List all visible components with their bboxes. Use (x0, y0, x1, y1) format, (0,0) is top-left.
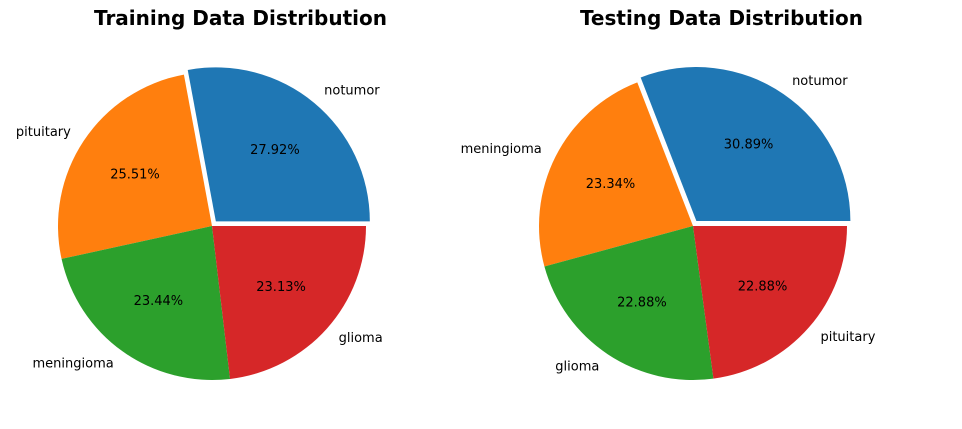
testing-category-label-glioma: glioma (555, 360, 599, 375)
training-category-label-glioma: glioma (339, 331, 383, 346)
training-pct-label-pituitary: 25.51% (110, 167, 160, 182)
testing-slice-pituitary (693, 226, 847, 379)
testing-pct-label-meningioma: 23.34% (586, 177, 636, 192)
training-pct-label-notumor: 27.92% (250, 143, 300, 158)
training-slice-meningioma (61, 226, 231, 381)
testing-pie-panel: Testing Data Distribution 30.89% notumor 2… (461, 0, 962, 429)
testing-pct-label-pituitary: 22.88% (738, 279, 788, 294)
training-category-label-pituitary: pituitary (16, 125, 71, 140)
training-pct-label-glioma: 23.13% (256, 280, 306, 295)
testing-slice-glioma (544, 226, 714, 380)
testing-pct-label-glioma: 22.88% (617, 295, 667, 310)
training-slice-pituitary (58, 74, 213, 259)
training-category-label-meningioma: meningioma (33, 356, 114, 371)
testing-pie-chart: 30.89% notumor 23.34% meningioma 22.88% gliom… (461, 67, 876, 380)
testing-slice-notumor (640, 67, 851, 222)
training-chart-title: Training Data Distribution (94, 6, 387, 30)
training-pie-chart: 27.92% notumor 25.51% pituitary 23.44% mening… (16, 67, 383, 381)
training-slice-glioma (212, 226, 366, 379)
training-pie-panel: Training Data Distribution 27.92% notumor… (16, 6, 387, 381)
testing-chart-title: Testing Data Distribution (579, 6, 864, 30)
training-pct-label-meningioma: 23.44% (134, 294, 184, 309)
training-slice-notumor (187, 67, 370, 222)
testing-category-label-pituitary: pituitary (820, 330, 875, 345)
testing-slice-meningioma (539, 82, 693, 267)
testing-category-label-meningioma: meningioma (461, 142, 542, 157)
testing-category-label-notumor: notumor (792, 74, 848, 89)
testing-pct-label-notumor: 30.89% (724, 137, 774, 152)
training-category-label-notumor: notumor (324, 84, 380, 99)
